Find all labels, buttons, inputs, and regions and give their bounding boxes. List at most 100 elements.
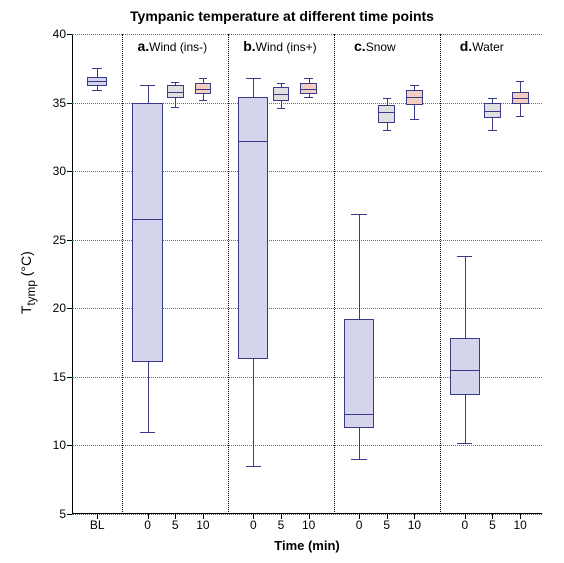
panel-separator [122, 34, 123, 514]
ytick-mark [67, 445, 72, 446]
whisker-cap-lower [92, 90, 102, 91]
xtick-label: 10 [196, 518, 209, 532]
ytick-label: 30 [53, 164, 66, 178]
chart-container: Tympanic temperature at different time p… [0, 0, 564, 563]
boxplot-median [512, 98, 529, 99]
boxplot-median [344, 414, 374, 415]
gridline-h [72, 445, 542, 446]
panel-separator [334, 34, 335, 514]
whisker-cap-upper [410, 85, 418, 86]
xtick-label: 0 [356, 518, 363, 532]
whisker-cap-upper [457, 256, 472, 257]
whisker-lower [148, 362, 149, 432]
panel-label-letter: d. [460, 38, 472, 54]
panel-label-letter: c. [354, 38, 366, 54]
panel-label: d.Water [460, 38, 504, 54]
panel-separator [228, 34, 229, 514]
panel-label-text: Water [472, 40, 504, 54]
plot-inner: 510152025303540a.Wind (ins-)b.Wind (ins+… [72, 34, 542, 514]
xtick-label: 10 [408, 518, 421, 532]
boxplot-median [300, 89, 317, 90]
whisker-lower [465, 395, 466, 443]
whisker-cap-lower [457, 443, 472, 444]
panel-label-text: Wind (ins-) [149, 40, 207, 54]
boxplot-median [484, 111, 501, 112]
xtick-label: BL [90, 518, 105, 532]
boxplot-median [378, 112, 395, 113]
whisker-upper [359, 214, 360, 320]
panel-label-text: Wind (ins+) [256, 40, 317, 54]
ytick-mark [67, 308, 72, 309]
gridline-h [72, 34, 542, 35]
whisker-cap-upper [171, 82, 179, 83]
whisker-lower [175, 98, 176, 106]
boxplot-box [378, 105, 395, 123]
whisker-upper [520, 81, 521, 92]
whisker-lower [281, 101, 282, 108]
gridline-h [72, 514, 542, 515]
whisker-cap-lower [199, 100, 207, 101]
boxplot-median [167, 92, 184, 93]
panel-label-letter: a. [137, 38, 149, 54]
ytick-label: 40 [53, 27, 66, 41]
ytick-mark [67, 514, 72, 515]
whisker-lower [387, 123, 388, 130]
boxplot-median [273, 94, 290, 95]
whisker-lower [492, 118, 493, 130]
ytick-label: 15 [53, 370, 66, 384]
xtick-label: 5 [383, 518, 390, 532]
whisker-cap-upper [351, 214, 366, 215]
whisker-cap-lower [171, 107, 179, 108]
ytick-label: 20 [53, 301, 66, 315]
whisker-upper [465, 256, 466, 338]
whisker-cap-upper [383, 98, 391, 99]
whisker-cap-lower [277, 108, 285, 109]
x-axis-label: Time (min) [72, 538, 542, 553]
ytick-label: 10 [53, 438, 66, 452]
ytick-mark [67, 171, 72, 172]
boxplot-median [132, 219, 162, 220]
ytick-mark [67, 103, 72, 104]
y-axis-label: Ttymp (°C) [18, 251, 38, 314]
chart-title: Tympanic temperature at different time p… [0, 8, 564, 24]
ytick-mark [67, 377, 72, 378]
ytick-mark [67, 34, 72, 35]
whisker-cap-upper [488, 98, 496, 99]
whisker-cap-lower [246, 466, 261, 467]
panel-separator [440, 34, 441, 514]
xtick-label: 0 [461, 518, 468, 532]
xtick-label: 10 [513, 518, 526, 532]
boxplot-box [450, 338, 480, 394]
boxplot-box [344, 319, 374, 427]
panel-label: a.Wind (ins-) [137, 38, 207, 54]
whisker-cap-upper [199, 78, 207, 79]
whisker-upper [148, 85, 149, 103]
whisker-cap-upper [304, 78, 312, 79]
plot-area: 510152025303540a.Wind (ins-)b.Wind (ins+… [72, 34, 542, 514]
xtick-label: 10 [302, 518, 315, 532]
panel-label-text: Snow [366, 40, 396, 54]
xtick-label: 0 [144, 518, 151, 532]
whisker-cap-lower [140, 432, 155, 433]
xtick-label: 0 [250, 518, 257, 532]
y-axis-line [72, 34, 73, 514]
whisker-lower [359, 428, 360, 460]
boxplot-median [238, 141, 268, 142]
xtick-label: 5 [278, 518, 285, 532]
whisker-upper [253, 78, 254, 97]
whisker-cap-upper [277, 83, 285, 84]
whisker-cap-upper [516, 81, 524, 82]
whisker-cap-upper [140, 85, 155, 86]
boxplot-median [450, 370, 480, 371]
whisker-cap-lower [351, 459, 366, 460]
boxplot-box [238, 97, 268, 359]
whisker-cap-upper [92, 68, 102, 69]
whisker-lower [520, 104, 521, 116]
ytick-label: 25 [53, 233, 66, 247]
whisker-cap-lower [383, 130, 391, 131]
whisker-lower [414, 105, 415, 119]
xtick-label: 5 [172, 518, 179, 532]
whisker-cap-upper [246, 78, 261, 79]
whisker-cap-lower [488, 130, 496, 131]
boxplot-median [406, 97, 423, 98]
